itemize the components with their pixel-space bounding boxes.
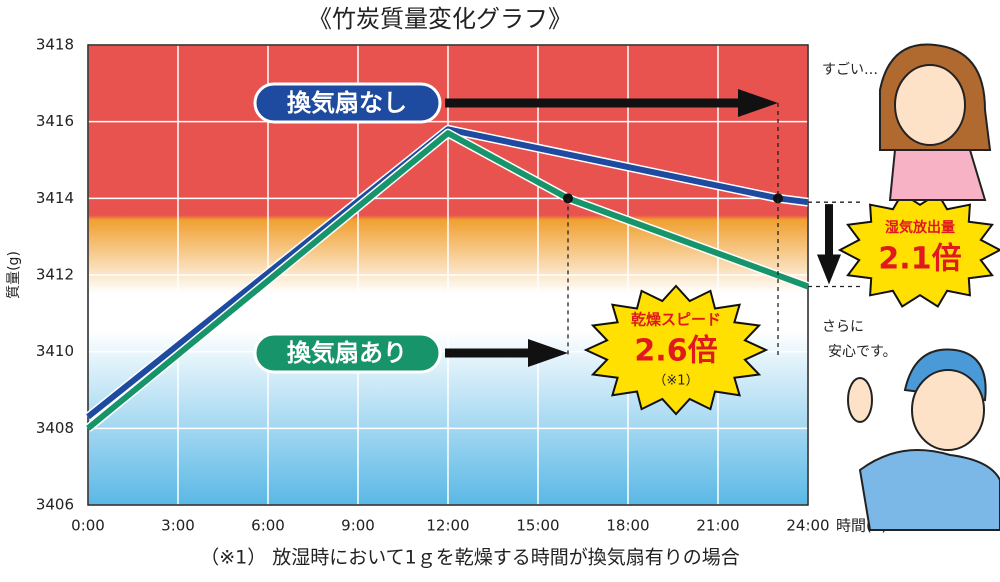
x-tick-label: 6:00 <box>251 517 285 535</box>
series-label: 換気扇あり <box>287 339 407 367</box>
x-tick-label: 15:00 <box>516 517 559 535</box>
x-tick-label: 0:00 <box>71 517 105 535</box>
woman-illustration <box>879 43 992 201</box>
y-axis-label: 質量(g) <box>6 251 22 299</box>
marker <box>773 193 783 204</box>
y-tick-label: 3412 <box>36 266 74 284</box>
y-tick-label: 3416 <box>36 112 74 130</box>
arrow-head <box>817 254 841 285</box>
series-label-box <box>253 82 442 124</box>
burst-label: 乾燥スピード <box>631 311 721 329</box>
series-label: 換気扇なし <box>287 89 407 117</box>
chart-title: 《竹炭質量変化グラフ》 <box>308 5 572 33</box>
arrow-head <box>528 339 568 367</box>
y-tick-label: 3408 <box>36 419 74 437</box>
burst-label: 湿気放出量 <box>885 219 955 236</box>
y-tick-label: 3406 <box>36 496 74 514</box>
burst-value: 2.1倍 <box>878 242 961 277</box>
x-tick-label: 12:00 <box>426 517 469 535</box>
x-tick-label: 21:00 <box>696 517 739 535</box>
x-tick-label: 9:00 <box>341 517 375 535</box>
y-tick-label: 3410 <box>36 342 74 360</box>
series-line <box>86 126 809 420</box>
series-line <box>86 130 810 431</box>
burst <box>583 284 769 416</box>
plot-layer: 3406 3408 3410 3412 3414 3416 3418 0:00 3:00 6:00… <box>36 36 1000 535</box>
speech-text: 安心です。 <box>828 344 897 360</box>
man-illustration <box>847 348 1000 531</box>
speech-text: さらに <box>822 319 864 335</box>
plot-frame <box>87 44 809 506</box>
x-tick-label: 3:00 <box>161 517 195 535</box>
y-tick-label: 3418 <box>36 36 74 54</box>
burst-note: （※1） <box>653 374 698 389</box>
x-tick-label: 24:00 <box>786 517 829 535</box>
y-tick-label: 3414 <box>36 189 74 207</box>
speech-text: すごい… <box>822 62 878 78</box>
x-tick-label: 18:00 <box>606 517 649 535</box>
burst-value: 2.6倍 <box>634 334 717 369</box>
footnote: （※1） 放湿時において1ｇを乾燥する時間が換気扇有りの場合 <box>200 547 740 569</box>
series-label-box <box>253 332 442 374</box>
burst <box>837 192 1000 308</box>
arrow-head <box>738 89 778 117</box>
